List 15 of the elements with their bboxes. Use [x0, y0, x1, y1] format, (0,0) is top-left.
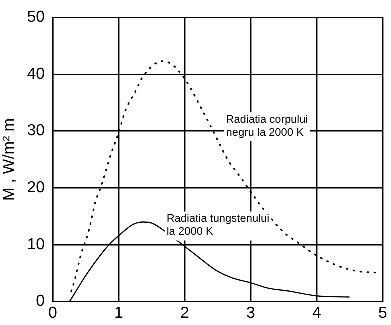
y-axis-title: M , W/m² m [1, 118, 18, 202]
x-tick-label: 1 [114, 304, 124, 322]
x-tick-label: 0 [48, 304, 58, 322]
x-tick-label: 5 [378, 304, 388, 322]
y-tick-label: 0 [36, 293, 46, 310]
y-tick-label: 30 [27, 122, 46, 140]
x-tick-label: 3 [246, 304, 256, 322]
annotation: Radiatia tungstenului la 2000 K [166, 213, 270, 238]
x-tick-label: 4 [312, 304, 322, 322]
y-tick-label: 10 [27, 236, 46, 254]
x-tick-label: 2 [180, 304, 190, 322]
y-tick-label: 40 [27, 66, 46, 83]
y-tick-label: 20 [27, 180, 46, 197]
y-tick-label: 50 [27, 9, 46, 26]
annotation: Radiatia corpului negru la 2000 K [226, 114, 308, 139]
